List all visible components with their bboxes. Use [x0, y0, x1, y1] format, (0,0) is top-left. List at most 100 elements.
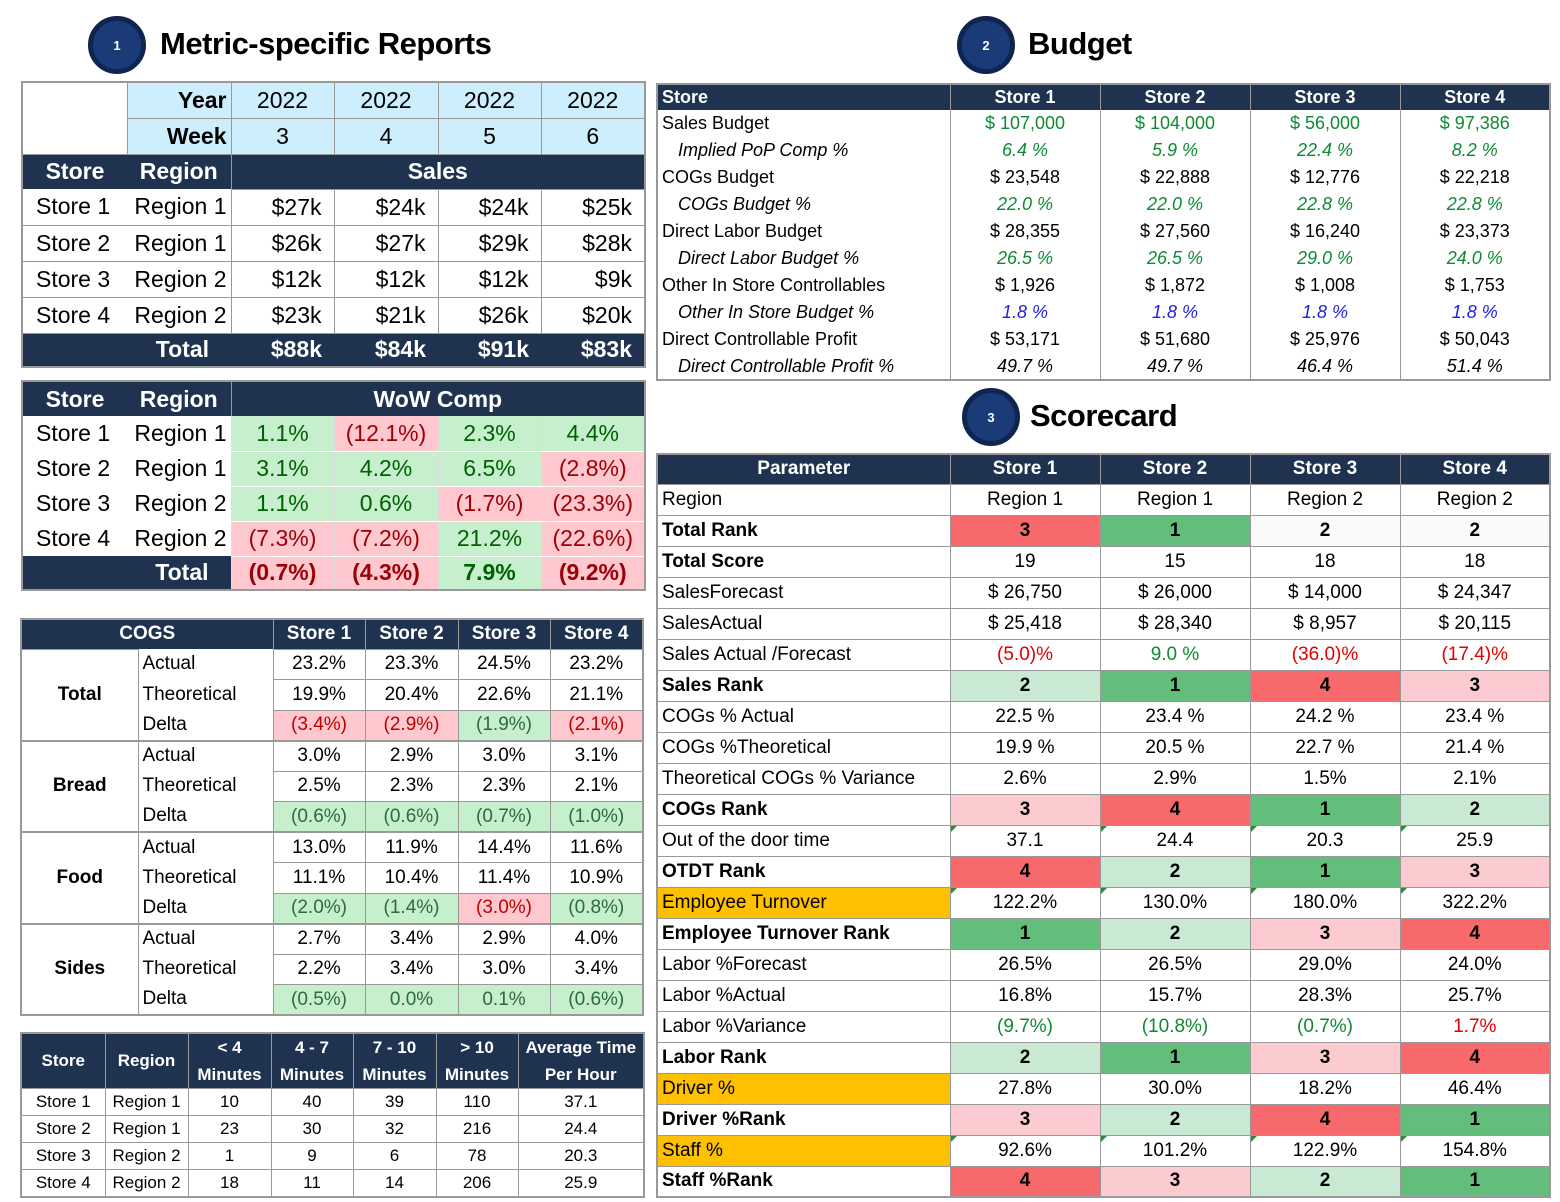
- store-name: Store 4: [22, 297, 127, 334]
- scorecard-row-label: Labor %Forecast: [656, 948, 951, 981]
- cogs-value: 3.4%: [364, 923, 459, 955]
- otd-cell: 14: [352, 1169, 437, 1197]
- otd-header-cell: Region: [104, 1033, 188, 1089]
- cogs-group-name: Bread: [20, 740, 139, 833]
- budget-value: 22.8 %: [1399, 191, 1550, 218]
- scorecard-value: 2.1%: [1399, 762, 1551, 795]
- store-header: Store: [22, 381, 127, 416]
- scorecard-value: Region 1: [1099, 483, 1251, 516]
- sales-value: $29k: [437, 224, 542, 262]
- store-header: Store 3: [457, 619, 551, 649]
- scorecard-value: 2: [1249, 1165, 1401, 1198]
- total-label: Total: [127, 333, 231, 367]
- store-header: Store 2: [364, 619, 459, 649]
- cogs-value: 24.5%: [457, 648, 551, 680]
- otd-header-line2: Minutes: [362, 1065, 427, 1084]
- region-name: Region 1: [127, 225, 231, 262]
- budget-value: $ 16,240: [1249, 218, 1400, 245]
- scorecard-value: 3: [1099, 1165, 1251, 1198]
- otd-cell: 206: [435, 1169, 519, 1197]
- region-name: Region 1: [127, 189, 231, 226]
- otd-cell: Store 4: [20, 1169, 106, 1197]
- scorecard-row-label: SalesForecast: [656, 576, 951, 609]
- otd-cell: 30: [270, 1115, 354, 1143]
- budget-row: Direct Labor Budget % 26.5 % 26.5 % 29.0 % 2…: [657, 245, 1550, 272]
- otd-cell: 110: [435, 1088, 519, 1116]
- scorecard-table: Parameter Store 1 Store 2 Store 3 Store 4 Reg…: [656, 453, 1551, 1198]
- cogs-value: 20.4%: [364, 679, 459, 711]
- cogs-row-label: Theoretical: [138, 771, 274, 802]
- store-name: Store 3: [22, 261, 127, 298]
- sales-value: $28k: [540, 224, 646, 262]
- sales-header: Sales: [230, 154, 645, 189]
- week-row: Week 3 4 5 6: [22, 117, 646, 155]
- scorecard-value: $ 14,000: [1249, 576, 1401, 609]
- otd-time-table: Store Region < 4 Minutes 4 - 7 Minutes 7 - 10 M…: [20, 1032, 645, 1198]
- cogs-value: 0.1%: [457, 984, 551, 1016]
- budget-value: $ 51,680: [1099, 326, 1250, 353]
- budget-value: 51.4 %: [1399, 353, 1550, 380]
- otd-cell: 23: [187, 1115, 272, 1143]
- cogs-value: 2.1%: [549, 770, 644, 802]
- budget-value: 6.4 %: [949, 137, 1100, 164]
- sales-row: Store 4 Region 2 $23k $21k $26k $20k: [22, 296, 646, 334]
- budget-value: $ 1,926: [949, 272, 1100, 299]
- budget-header-cell: Store 1: [949, 84, 1100, 110]
- scorecard-value: 18: [1249, 545, 1401, 578]
- section-2-badge: 2: [957, 16, 1015, 74]
- sales-value: $12k: [333, 260, 439, 298]
- sales-value: $21k: [333, 296, 439, 334]
- budget-table: Store Store 1 Store 2 Store 3 Store 4 Sales B…: [656, 83, 1551, 381]
- cogs-row-label: Delta: [138, 710, 274, 742]
- budget-header-cell: Store 4: [1399, 84, 1550, 110]
- scorecard-row: Employee Turnover 122.2% 130.0% 180.0% 322.2…: [656, 886, 1551, 919]
- otd-header-line1: < 4: [217, 1038, 242, 1057]
- otd-row: Store 4 Region 2 18 11 14 206 25.9: [20, 1169, 645, 1197]
- cogs-header-row: COGS Store 1 Store 2 Store 3 Store 4: [21, 619, 644, 649]
- cogs-value: 3.0%: [457, 953, 551, 985]
- scorecard-row-label: Staff %Rank: [656, 1165, 951, 1198]
- section-3-number: 3: [987, 409, 995, 425]
- scorecard-row-label: Labor Rank: [656, 1041, 951, 1074]
- budget-value: 1.8 %: [1099, 299, 1250, 326]
- scorecard-row: COGs % Actual 22.5 % 23.4 % 24.2 % 23.4 %: [656, 700, 1551, 733]
- scorecard-row-label: Labor %Actual: [656, 979, 951, 1012]
- cogs-row-label: Delta: [138, 893, 274, 925]
- budget-row: COGs Budget $ 23,548 $ 22,888 $ 12,776 $ 22,…: [657, 164, 1550, 191]
- budget-value: $ 28,355: [949, 218, 1100, 245]
- store-header: Store 1: [272, 619, 366, 649]
- scorecard-row: Labor %Variance (9.7%) (10.8%) (0.7%) 1.7%: [656, 1010, 1551, 1043]
- scorecard-value: 1.5%: [1249, 762, 1401, 795]
- budget-value: $ 53,171: [949, 326, 1100, 353]
- cogs-row-label: Theoretical: [138, 862, 274, 893]
- cogs-value: (1.0%): [549, 801, 644, 833]
- scorecard-header-cell: Parameter: [656, 454, 950, 484]
- scorecard-value: 1: [1249, 855, 1401, 888]
- scorecard-value: 20.5 %: [1099, 731, 1251, 764]
- wow-value: (1.7%): [437, 486, 541, 522]
- scorecard-value: 9.0 %: [1099, 638, 1251, 671]
- wow-row: Store 3 Region 2 1.1% 0.6% (1.7%) (23.3%): [22, 486, 646, 522]
- cogs-value: (0.7%): [457, 801, 551, 833]
- wow-value: 3.1%: [230, 451, 334, 487]
- region-header: Region: [127, 381, 231, 416]
- cogs-value: (0.6%): [272, 801, 366, 833]
- blank-cell: [22, 333, 127, 367]
- region-name: Region 2: [134, 490, 227, 516]
- scorecard-header-row: Parameter Store 1 Store 2 Store 3 Store 4: [656, 454, 1550, 484]
- scorecard-row-label: COGs Rank: [656, 793, 951, 826]
- scorecard-row: Labor Rank 2 1 3 4: [656, 1041, 1551, 1074]
- cogs-group-name: Total: [20, 648, 139, 742]
- scorecard-value: 18: [1399, 545, 1551, 578]
- store-header: Store: [22, 154, 127, 189]
- otd-header-line1: Average Time: [525, 1038, 637, 1057]
- scorecard-header-cell: Store 1: [949, 454, 1100, 484]
- cogs-value: 10.4%: [364, 862, 459, 894]
- scorecard-row: Employee Turnover Rank 1 2 3 4: [656, 917, 1551, 950]
- scorecard-value: 3: [949, 1103, 1101, 1136]
- cogs-value: 2.3%: [457, 770, 551, 802]
- scorecard-value: 16.8%: [949, 979, 1101, 1012]
- cogs-value: 11.6%: [549, 831, 644, 863]
- budget-row-label: Other In Store Controllables: [662, 275, 886, 295]
- scorecard-value: 2: [1099, 917, 1251, 950]
